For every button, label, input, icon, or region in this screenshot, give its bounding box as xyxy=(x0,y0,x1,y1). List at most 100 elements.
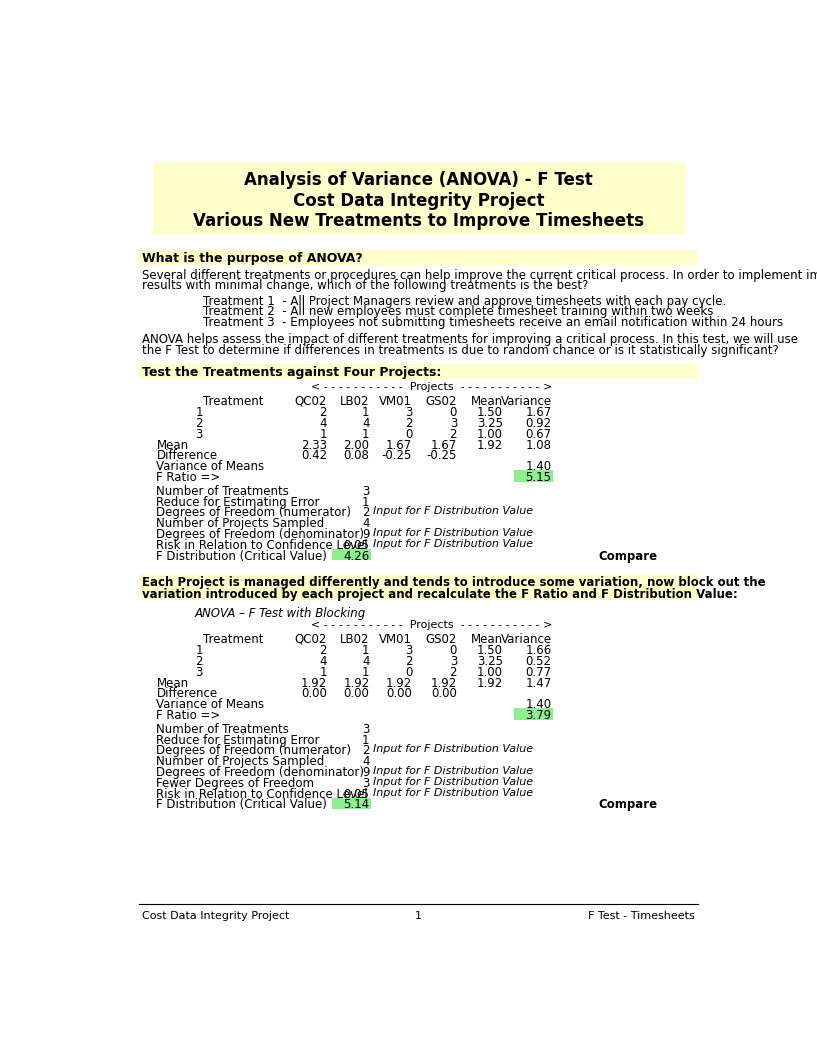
Text: < - - - - - - - - - - -  Projects  - - - - - - - - - - - >: < - - - - - - - - - - - Projects - - - -… xyxy=(311,383,553,392)
Text: 2: 2 xyxy=(195,655,203,668)
Bar xyxy=(153,163,685,235)
Text: the F Test to determine if differences in treatments is due to random chance or : the F Test to determine if differences i… xyxy=(142,344,779,357)
Text: 3: 3 xyxy=(404,406,412,420)
Text: 1.67: 1.67 xyxy=(431,439,457,451)
Text: 1: 1 xyxy=(195,406,203,420)
Text: 1.67: 1.67 xyxy=(386,439,412,451)
Text: Each Project is managed differently and tends to introduce some variation, now b: Each Project is managed differently and … xyxy=(142,576,766,589)
Text: 0.77: 0.77 xyxy=(525,666,551,679)
Text: 5.14: 5.14 xyxy=(343,798,369,812)
Text: ANOVA helps assess the impact of different treatments for improving a critical p: ANOVA helps assess the impact of differe… xyxy=(142,333,798,347)
Text: Variance: Variance xyxy=(501,395,551,408)
Text: 3: 3 xyxy=(195,428,203,441)
Text: 1: 1 xyxy=(362,496,369,508)
Text: Risk in Relation to Confidence Level: Risk in Relation to Confidence Level xyxy=(156,787,368,800)
Text: 1.92: 1.92 xyxy=(431,676,457,689)
Text: Treatment 2  - All new employees must complete timesheet training within two wee: Treatment 2 - All new employees must com… xyxy=(203,305,713,318)
Text: 4: 4 xyxy=(362,517,369,531)
Text: 3: 3 xyxy=(362,485,369,498)
Text: 4: 4 xyxy=(319,655,327,668)
Text: Mean: Mean xyxy=(156,676,189,689)
Text: VM01: VM01 xyxy=(379,633,412,646)
Text: 9: 9 xyxy=(362,528,369,541)
Text: 0.92: 0.92 xyxy=(525,418,551,430)
Text: Cost Data Integrity Project: Cost Data Integrity Project xyxy=(142,911,290,922)
Text: GS02: GS02 xyxy=(426,633,457,646)
Text: 2: 2 xyxy=(319,645,327,657)
Text: 0.00: 0.00 xyxy=(344,687,369,701)
Text: Reduce for Estimating Error: Reduce for Estimating Error xyxy=(156,734,320,746)
Text: Compare: Compare xyxy=(598,550,657,562)
Text: 0: 0 xyxy=(404,428,412,441)
Text: Number of Treatments: Number of Treatments xyxy=(156,485,289,498)
Text: Number of Projects Sampled: Number of Projects Sampled xyxy=(156,517,324,531)
Text: 1.92: 1.92 xyxy=(476,439,502,451)
Text: 0.05: 0.05 xyxy=(344,787,369,800)
Text: 0: 0 xyxy=(449,406,457,420)
Text: F Distribution (Critical Value): F Distribution (Critical Value) xyxy=(156,550,328,562)
Text: Treatment: Treatment xyxy=(203,633,263,646)
Text: 5.15: 5.15 xyxy=(525,471,551,484)
Text: Variance of Means: Variance of Means xyxy=(156,699,265,711)
Text: 2: 2 xyxy=(362,506,369,519)
Text: variation introduced by each project and recalculate the F Ratio and F Distribut: variation introduced by each project and… xyxy=(142,588,739,601)
Text: 3: 3 xyxy=(195,666,203,679)
Bar xyxy=(515,470,553,482)
Text: 0.00: 0.00 xyxy=(386,687,412,701)
Text: Compare: Compare xyxy=(598,798,657,812)
Bar xyxy=(140,364,698,378)
Text: Cost Data Integrity Project: Cost Data Integrity Project xyxy=(292,191,544,209)
Text: 2: 2 xyxy=(404,418,412,430)
Text: F Distribution (Critical Value): F Distribution (Critical Value) xyxy=(156,798,328,812)
Text: Test the Treatments against Four Projects:: Test the Treatments against Four Project… xyxy=(142,366,442,378)
Text: Mean: Mean xyxy=(471,633,502,646)
Bar xyxy=(140,251,698,264)
Text: Risk in Relation to Confidence Level: Risk in Relation to Confidence Level xyxy=(156,539,368,552)
Text: 0.00: 0.00 xyxy=(431,687,457,701)
Text: 1: 1 xyxy=(319,428,327,441)
Text: Degrees of Freedom (numerator): Degrees of Freedom (numerator) xyxy=(156,506,351,519)
Text: F Ratio =>: F Ratio => xyxy=(156,709,221,722)
Text: Reduce for Estimating Error: Reduce for Estimating Error xyxy=(156,496,320,508)
Text: -0.25: -0.25 xyxy=(382,449,412,463)
Text: Input for F Distribution Value: Input for F Distribution Value xyxy=(373,787,534,797)
Text: Degrees of Freedom (denominator): Degrees of Freedom (denominator) xyxy=(156,528,364,541)
Text: Number of Projects Sampled: Number of Projects Sampled xyxy=(156,755,324,768)
Text: 1.50: 1.50 xyxy=(477,406,502,420)
Text: Several different treatments or procedures can help improve the current critical: Several different treatments or procedur… xyxy=(142,268,817,281)
Text: 1.00: 1.00 xyxy=(477,666,502,679)
Text: 0: 0 xyxy=(449,645,457,657)
Text: Difference: Difference xyxy=(156,687,217,701)
Text: Treatment 1  - All Project Managers review and approve timesheets with each pay : Treatment 1 - All Project Managers revie… xyxy=(203,295,726,308)
Text: 0.52: 0.52 xyxy=(525,655,551,668)
Bar xyxy=(333,549,371,560)
Text: Analysis of Variance (ANOVA) - F Test: Analysis of Variance (ANOVA) - F Test xyxy=(244,171,592,189)
Text: 1.92: 1.92 xyxy=(476,676,502,689)
Text: 0.08: 0.08 xyxy=(344,449,369,463)
Text: Input for F Distribution Value: Input for F Distribution Value xyxy=(373,506,534,517)
Text: ANOVA – F Test with Blocking: ANOVA – F Test with Blocking xyxy=(195,607,366,619)
Text: Fewer Degrees of Freedom: Fewer Degrees of Freedom xyxy=(156,777,315,790)
Text: 1: 1 xyxy=(362,406,369,420)
Text: 1: 1 xyxy=(195,645,203,657)
Text: 4.26: 4.26 xyxy=(343,550,369,562)
Text: Mean: Mean xyxy=(156,439,189,451)
Text: 3: 3 xyxy=(449,418,457,430)
Text: QC02: QC02 xyxy=(294,633,327,646)
Text: 1.67: 1.67 xyxy=(525,406,551,420)
Text: 1: 1 xyxy=(362,666,369,679)
Text: 3: 3 xyxy=(449,655,457,668)
Text: 2: 2 xyxy=(362,744,369,758)
Text: 1.92: 1.92 xyxy=(343,676,369,689)
Text: LB02: LB02 xyxy=(340,633,369,646)
Text: Difference: Difference xyxy=(156,449,217,463)
Text: 1.50: 1.50 xyxy=(477,645,502,657)
Text: What is the purpose of ANOVA?: What is the purpose of ANOVA? xyxy=(142,252,364,264)
Text: Various New Treatments to Improve Timesheets: Various New Treatments to Improve Timesh… xyxy=(193,212,644,230)
Bar xyxy=(333,798,371,809)
Text: Input for F Distribution Value: Input for F Distribution Value xyxy=(373,766,534,776)
Text: QC02: QC02 xyxy=(294,395,327,408)
Bar xyxy=(515,708,553,720)
Text: Input for F Distribution Value: Input for F Distribution Value xyxy=(373,777,534,786)
Text: Variance: Variance xyxy=(501,633,551,646)
